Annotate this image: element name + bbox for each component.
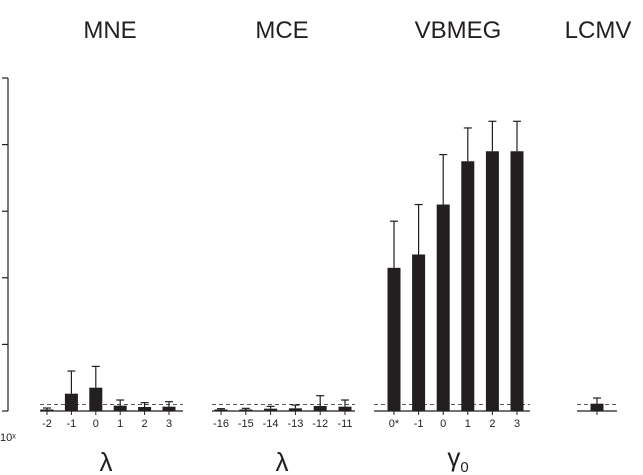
x-tick-label: -12 <box>312 418 328 430</box>
mne-marks: -2 -1 0 1 2 3 <box>40 365 183 430</box>
gamma-symbol: γ <box>447 442 460 472</box>
x-axis-label-vbmeg: γ0 <box>447 442 468 475</box>
x-tick-label: -16 <box>213 418 229 430</box>
bar <box>264 408 278 411</box>
x-axis-label-mne: λ <box>100 447 113 475</box>
bar <box>214 409 228 411</box>
bar <box>162 406 176 411</box>
panel-mce: MCE λ -16 -15 -14 -13 -12 -11 <box>212 17 355 475</box>
x-tick-label: -14 <box>263 418 279 430</box>
bar <box>412 254 426 411</box>
panel-mne: MNE 10ˣ λ -2 -1 0 1 2 3 <box>0 17 183 475</box>
x-tick-label: -2 <box>42 418 52 430</box>
bar <box>436 204 450 411</box>
panel-vbmeg: VBMEG γ0 0* -1 0 1 2 3 <box>374 17 530 475</box>
panel-title-mce: MCE <box>255 17 308 44</box>
bar <box>138 407 152 411</box>
x-tick-label: -15 <box>238 418 254 430</box>
x-tick-label: 1 <box>117 418 123 430</box>
mce-marks: -16 -15 -14 -13 -12 -11 <box>212 395 355 430</box>
x-tick-label: 3 <box>166 418 172 430</box>
bar <box>113 405 127 411</box>
lcmv-marks <box>577 397 617 415</box>
bar <box>64 393 78 411</box>
x-tick-label: -11 <box>337 418 352 430</box>
y-axis <box>2 77 9 412</box>
bar <box>590 403 604 411</box>
bar <box>239 409 253 411</box>
panel-title-vbmeg: VBMEG <box>415 17 502 44</box>
bar <box>461 161 475 411</box>
y-ticks <box>2 77 8 412</box>
panel-title-lcmv: LCMV <box>565 17 632 44</box>
bar <box>288 408 302 411</box>
vbmeg-marks: 0* -1 0 1 2 3 <box>374 120 530 430</box>
bar <box>485 151 499 411</box>
x-axis-label-mce: λ <box>276 447 289 475</box>
x-tick-label: 1 <box>465 418 471 430</box>
bar <box>89 387 103 411</box>
x-tick-label: -1 <box>414 418 424 430</box>
x-prefix: 10ˣ <box>0 432 16 444</box>
panel-title-mne: MNE <box>83 17 136 44</box>
bar <box>387 267 401 411</box>
x-tick-label: 2 <box>142 418 148 430</box>
bar <box>338 406 352 411</box>
x-tick-label: -13 <box>287 418 303 430</box>
bar <box>510 151 524 411</box>
x-tick-label: 0* <box>389 418 400 430</box>
x-tick-label: 2 <box>489 418 495 430</box>
bar <box>40 409 54 411</box>
x-tick-label: 3 <box>514 418 520 430</box>
gamma-subscript: 0 <box>460 459 468 475</box>
panel-lcmv: LCMV <box>565 17 632 415</box>
x-tick-label: 0 <box>93 418 99 430</box>
x-tick-label: 0 <box>440 418 446 430</box>
bar <box>313 406 327 411</box>
x-tick-label: -1 <box>67 418 77 430</box>
